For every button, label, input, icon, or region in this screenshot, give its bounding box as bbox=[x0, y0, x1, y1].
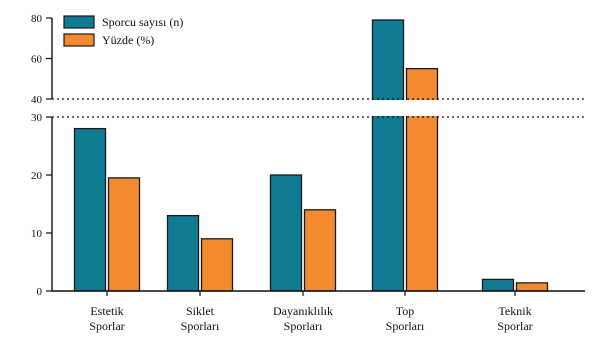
bar-percent-1 bbox=[107, 177, 141, 292]
legend-swatch-2 bbox=[63, 33, 95, 47]
y-tick-label-lower-0: 0 bbox=[37, 286, 43, 298]
bar-percent-3 bbox=[303, 209, 337, 292]
bar-count-4 bbox=[371, 19, 405, 292]
bar-count-5 bbox=[481, 278, 515, 292]
legend-label-1: Sporcu sayısı (n) bbox=[102, 15, 183, 29]
y-tick-label-upper-0: 40 bbox=[31, 94, 43, 106]
bar-count-2 bbox=[166, 214, 200, 292]
category-label-4-line1: Top bbox=[396, 304, 415, 318]
category-label-4-line2: Sporları bbox=[386, 319, 425, 333]
category-label-3-line2: Sporları bbox=[284, 319, 323, 333]
y-tick-label-upper-2: 80 bbox=[31, 13, 43, 25]
legend-label-2: Yüzde (%) bbox=[102, 33, 154, 47]
axis-break-band bbox=[44, 100, 593, 116]
category-label-2-line1: Siklet bbox=[186, 304, 215, 318]
category-label-1-line1: Estetik bbox=[90, 304, 123, 318]
category-label-2-line2: Sporları bbox=[181, 319, 220, 333]
category-label-5-line2: Sporlar bbox=[497, 319, 532, 333]
y-tick-label-lower-2: 20 bbox=[31, 170, 43, 182]
legend-swatch-1 bbox=[63, 15, 95, 29]
category-label-1-line2: Sporlar bbox=[89, 319, 124, 333]
bar-percent-5 bbox=[515, 282, 549, 292]
bar-count-1 bbox=[73, 127, 107, 292]
y-tick-label-lower-3: 30 bbox=[31, 112, 43, 124]
category-label-5-line1: Teknik bbox=[498, 304, 531, 318]
y-tick-label-lower-1: 10 bbox=[31, 228, 43, 240]
bar-count-3 bbox=[269, 174, 303, 292]
category-label-3-line1: Dayanıklılık bbox=[273, 304, 333, 318]
bar-percent-2 bbox=[200, 238, 234, 292]
y-tick-label-upper-1: 60 bbox=[31, 54, 43, 66]
